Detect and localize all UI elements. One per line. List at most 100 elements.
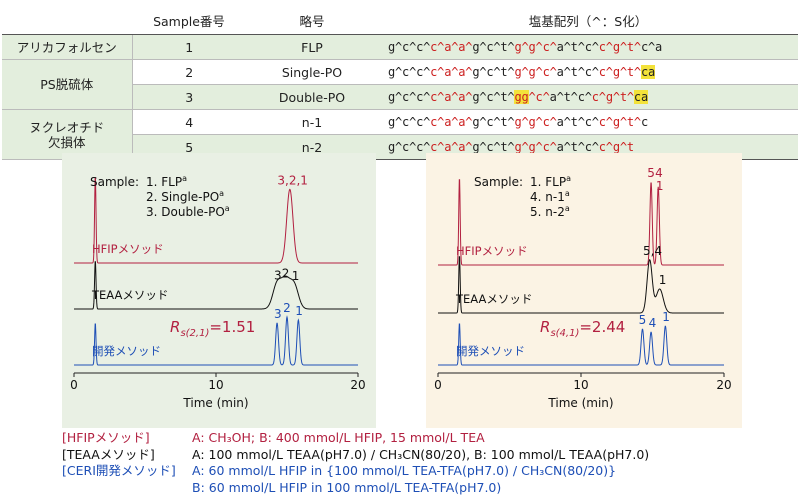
sequence-segment: c^g^t [598,140,634,154]
sequence-segment: c [640,115,648,129]
series-label: HFIPメソッド [456,244,528,258]
sequence-segment: g^c^c^ [388,65,431,79]
sequence-segment: c^a^a^ [430,40,473,54]
resolution-value: =2.44 [579,318,625,336]
condition-row: [TEAAメソッド] A: 100 mmol/L TEAA(pH7.0) / CH… [62,447,649,464]
legend-item: 3. Double-POa [146,204,230,219]
category-cell: ヌクレオチド 欠損体 [2,109,133,160]
condition-row: B: 60 mmol/L HFIP in 100 mmol/L TEA-TFA(… [62,480,649,497]
sequence-segment: ^c^ [528,90,550,104]
category-cell: アリカフォルセン [2,34,133,60]
x-axis-label: Time (min) [547,396,613,410]
legend-superscript: a [225,204,230,213]
table-header-row: Sample番号 略号 塩基配列（^：S化） [2,6,798,35]
highlighted-bases: ca [633,90,648,104]
legend-superscript: a [565,204,570,213]
sequence-segment: a^t^c^ [556,140,599,154]
abbreviation-cell: Double-PO [246,84,378,110]
peak-label: 4 [649,316,657,330]
series-line [74,177,358,264]
x-tick-label: 10 [573,378,588,392]
sequence-cell: g^c^c^c^a^a^g^c^t^g^g^c^a^t^c^c^g^t^c [378,109,798,135]
method-name: [CERI開発メソッド] [62,463,176,478]
chart-panel-right: HFIPメソッド 5 4 1 TEAAメソッド 5,4 1 開発メソッド 5 4 1 0 10 20 Tim… [426,153,742,428]
legend-superscript: a [182,174,187,183]
method-name: [TEAAメソッド] [62,446,155,462]
peak-label: 3 [274,307,282,321]
peak-label: 3,2,1 [277,173,308,187]
table-row: PS脱硫体 2 Single-PO g^c^c^c^a^a^g^c^t^g^g^c^a… [2,59,798,110]
sequence-segment: a^t^c^ [549,90,592,104]
sequence-segment: g^c^t^ [472,115,515,129]
header-sequence: 塩基配列（^：S化） [378,6,798,35]
sample-number-cell: 4 [132,109,246,135]
highlighted-bases: ca [640,65,655,79]
sequence-cell: g^c^c^c^a^a^g^c^t^gg^c^a^t^c^c^g^t^ca [378,84,798,110]
peak-label: 4 [655,166,663,180]
sequence-segment: g^c^c^ [388,90,431,104]
sequence-segment: c^a^a^ [430,65,473,79]
series-line [438,323,724,366]
peak-label: 1 [295,304,303,318]
sequence-segment: c^a^a^ [430,140,473,154]
sequence-segment: a^t^c^ [556,65,599,79]
header-category [2,6,132,35]
resolution-annotation: Rs(2,1)=1.51 [170,318,255,339]
series-label: TEAAメソッド [91,288,168,302]
table-row: ヌクレオチド 欠損体 4 n-1 g^c^c^c^a^a^g^c^t^g^g^c^a^… [2,109,798,160]
resolution-subscript: s(2,1) [180,328,209,339]
mobile-phase-text: A: CH₃OH; B: 400 mmol/L HFIP, 15 mmol/L … [192,430,485,445]
sequence-segment: c^g^t^ [598,40,641,54]
peak-label: 1 [656,179,664,193]
legend-item: 2. Single-POa [146,189,224,204]
legend-item: 1. FLPa [146,174,187,189]
sequence-segment: g^g^c^ [514,40,557,54]
abbreviation-cell: n-1 [246,109,378,135]
peak-label: 5 [647,166,655,180]
peak-label: 3 [274,268,282,282]
sample-number-cell: 1 [132,34,246,60]
sequence-segment: g^g^c^ [514,115,557,129]
condition-row: [CERI開発メソッド] A: 60 mmol/L HFIP in {100 mm… [62,463,649,480]
series-label: HFIPメソッド [92,242,164,256]
legend-item-text: 4. n-1 [530,190,565,204]
abbreviation-cell: Single-PO [246,59,378,85]
legend-superscript: a [566,174,571,183]
legend-item-text: 5. n-2 [530,205,565,219]
header-abbreviation: 略号 [246,6,378,35]
sequence-segment: a^t^c^ [556,115,599,129]
table-row: 3 Double-PO g^c^c^c^a^a^g^c^t^gg^c^a^t^c^c… [2,84,798,110]
header-sample-number: Sample番号 [132,6,246,35]
legend-item-text: 2. Single-PO [146,190,219,204]
x-tick-label: 20 [350,378,365,392]
series-label: 開発メソッド [92,344,161,358]
x-tick-label: 0 [434,378,442,392]
legend-item-text: 1. FLP [146,175,182,189]
sequence-segment: g^c^t^ [472,65,515,79]
resolution-value: =1.51 [209,318,255,336]
condition-row: [HFIPメソッド] A: CH₃OH; B: 400 mmol/L HFIP, … [62,430,649,447]
peak-label: 5,4 [643,244,662,258]
sequence-segment: g^c^t^ [472,90,515,104]
peak-label: 5 [639,313,647,327]
sequence-segment: g^c^t^ [472,40,515,54]
sequence-segment: g^g^c^ [514,140,557,154]
sequence-segment: g^c^c^ [388,40,431,54]
x-axis-label: Time (min) [182,396,248,410]
method-name: [HFIPメソッド] [62,430,150,445]
legend-item-text: 1. FLP [530,175,566,189]
sequence-segment: g^c^c^ [388,140,431,154]
series-label: TEAAメソッド [455,292,532,306]
sequence-cell: g^c^c^c^a^a^g^c^t^g^g^c^a^t^c^c^g^t^c^a [378,34,798,60]
chart-panel-left: HFIPメソッド 3,2,1 TEAAメソッド 3 2 1 開発メソッド 3 2 1 0 10 20 Ti… [62,153,376,428]
sequence-segment: g^g^c^ [514,65,557,79]
legend-title: Sample: [474,175,523,189]
peak-label: 1 [659,273,667,287]
sequence-segment: c^a^a^ [430,115,473,129]
x-tick-label: 20 [716,378,731,392]
highlighted-bases: gg [514,90,529,104]
sample-number-cell: 3 [132,84,246,110]
peak-label: 1 [292,269,300,283]
